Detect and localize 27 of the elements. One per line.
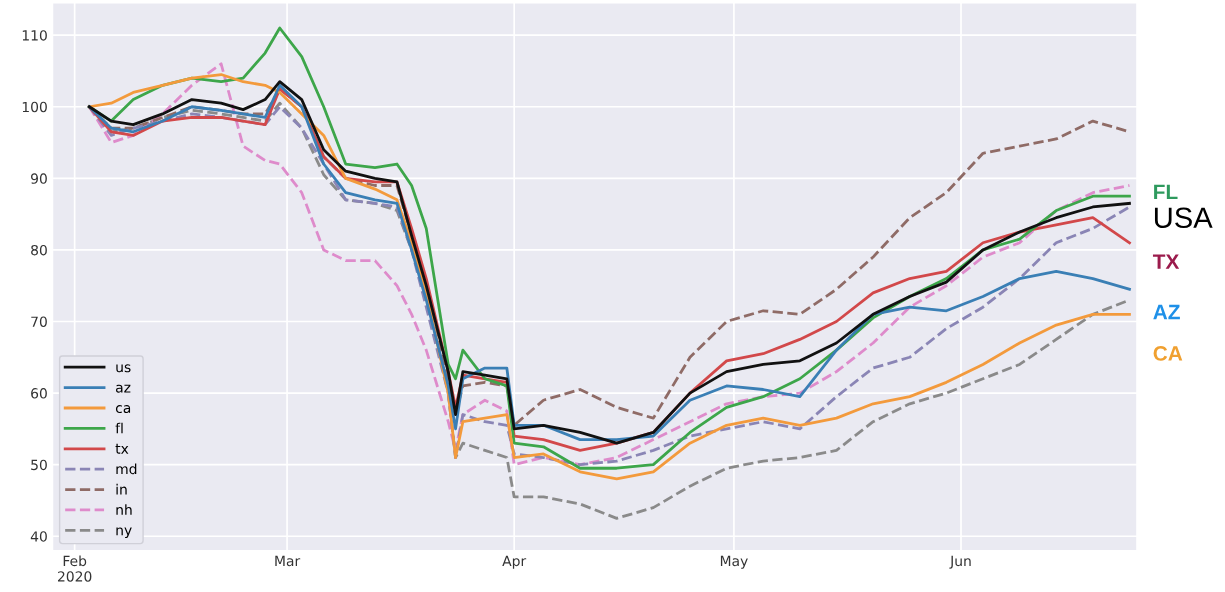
- text: CA: [1153, 346, 1183, 361]
- legend-label: md: [116, 463, 137, 475]
- y-tick-label: 80: [31, 244, 47, 256]
- text: USA: [1154, 207, 1213, 229]
- legend-label: fl: [115, 422, 123, 434]
- legend-label: ca: [115, 405, 131, 414]
- text: TX: [1152, 254, 1180, 269]
- legend-label: tx: [115, 443, 129, 454]
- legend-label: nh: [116, 504, 132, 515]
- y-tick-label: 40: [30, 531, 47, 542]
- y-tick-label: 70: [31, 316, 47, 327]
- x-tick-label: Mar: [275, 555, 301, 567]
- y-tick-label: 50: [31, 459, 47, 471]
- legend-label: in: [116, 483, 127, 495]
- legend-label: ny: [116, 527, 132, 539]
- text: FL: [1154, 184, 1178, 199]
- y-tick-label: 90: [31, 173, 47, 184]
- x-tick-label: Feb 2020: [57, 555, 92, 582]
- x-tick-label: Apr: [502, 555, 527, 569]
- legend-label: az: [116, 384, 131, 393]
- y-tick-label: 110: [22, 30, 47, 41]
- y-tick-label: 60: [31, 388, 47, 399]
- text: AZ: [1153, 304, 1180, 320]
- legend-label: us: [116, 364, 131, 373]
- x-tick-label: Jun: [949, 555, 971, 569]
- x-tick-label: May: [720, 555, 748, 569]
- y-tick-label: 100: [22, 101, 47, 113]
